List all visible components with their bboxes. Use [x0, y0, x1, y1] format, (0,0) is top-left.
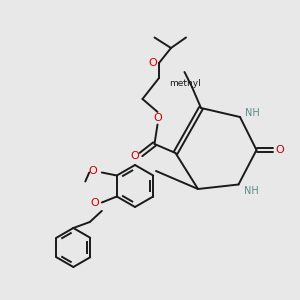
Text: NH: NH	[244, 186, 259, 196]
Text: O: O	[130, 151, 140, 161]
Text: O: O	[88, 166, 97, 176]
Text: O: O	[153, 113, 162, 123]
Text: methyl: methyl	[183, 81, 188, 83]
Text: O: O	[275, 145, 284, 155]
Text: NH: NH	[245, 107, 260, 118]
Text: methyl: methyl	[169, 80, 200, 88]
Text: O: O	[148, 58, 157, 68]
Text: O: O	[91, 197, 100, 208]
